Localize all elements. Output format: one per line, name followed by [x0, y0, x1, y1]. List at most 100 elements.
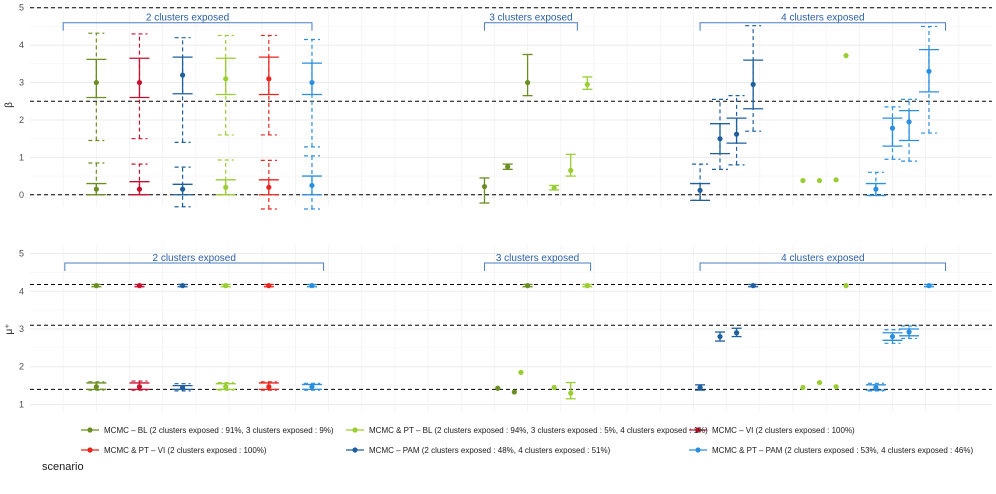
data-point	[717, 136, 723, 142]
y-tick-label: 0	[19, 190, 24, 200]
data-point	[833, 177, 839, 183]
legend-item-label: MCMC & PT – PAM (2 clusters exposed : 53…	[712, 446, 973, 455]
data-point	[266, 76, 272, 82]
legend-item-label: MCMC – BL (2 clusters exposed : 91%, 3 c…	[104, 426, 334, 435]
data-point	[733, 330, 740, 336]
legend-item-label: MCMC & PT – BL (2 clusters exposed : 94%…	[369, 426, 708, 435]
cluster-bracket	[699, 22, 947, 31]
legend-item-label: MCMC & PT – VI (2 clusters exposed : 100…	[104, 446, 267, 455]
data-point	[136, 79, 143, 86]
y-tick-label: 2	[19, 115, 24, 125]
data-point	[873, 186, 879, 192]
data-point	[518, 369, 524, 375]
data-point	[505, 164, 511, 170]
legend-key-point	[87, 427, 93, 433]
cluster-bracket-label: 3 clusters exposed	[489, 13, 572, 24]
data-point	[136, 283, 143, 289]
data-point	[481, 183, 488, 190]
y-tick-label: 4	[19, 286, 24, 296]
legend-title: scenario	[42, 461, 84, 473]
cluster-bracket-label: 2 clusters exposed	[146, 13, 229, 24]
data-point	[584, 283, 590, 289]
data-point	[511, 389, 517, 395]
data-point	[889, 125, 896, 131]
legend: scenario MCMC – BL (2 clusters exposed :…	[42, 426, 973, 473]
data-point	[906, 119, 912, 125]
y-tick-label: 3	[19, 324, 24, 334]
data-point	[717, 333, 723, 340]
data-point	[93, 283, 99, 289]
mu-panel: 1 2 3 4 5 μ⁺ 2 clusters exposed 3 clusters expo…	[4, 246, 992, 412]
legend-key-point	[695, 447, 701, 453]
data-point	[843, 53, 849, 59]
cluster-bracket-label: 3 clusters exposed	[496, 253, 579, 264]
data-point	[309, 283, 315, 289]
data-point	[266, 283, 272, 289]
data-point	[873, 384, 879, 391]
cluster-bracket	[483, 22, 578, 31]
data-point	[800, 177, 806, 184]
legend-key-point	[352, 447, 358, 453]
data-point	[843, 283, 849, 289]
data-point	[551, 185, 557, 191]
data-point	[93, 79, 99, 86]
data-point	[524, 283, 531, 289]
data-point	[568, 167, 574, 174]
data-point	[223, 184, 229, 190]
y-axis-label: μ⁺	[4, 323, 15, 334]
cluster-bracket-label: 4 clusters exposed	[781, 13, 864, 24]
beta-panel: 0 1 2 3 4 5 β 2 clusters exposed 3 clusters expo…	[4, 3, 992, 210]
y-tick-label: 1	[19, 152, 24, 162]
data-point	[136, 186, 143, 192]
y-tick-label: 5	[19, 3, 24, 13]
data-point	[309, 384, 315, 390]
data-point	[584, 81, 590, 88]
data-point	[750, 283, 756, 289]
data-point	[266, 384, 272, 390]
data-point	[223, 384, 229, 390]
cluster-bracket	[483, 262, 592, 271]
data-point	[179, 72, 186, 78]
data-point	[93, 186, 99, 192]
data-point	[816, 177, 823, 184]
data-point	[906, 329, 912, 335]
y-tick-label: 3	[19, 78, 24, 88]
cluster-bracket-label: 2 clusters exposed	[153, 253, 236, 264]
data-point	[495, 385, 501, 391]
data-point	[926, 68, 932, 74]
data-point	[309, 79, 315, 86]
data-point	[266, 184, 272, 190]
y-tick-label: 5	[19, 249, 24, 259]
data-point	[800, 384, 806, 391]
y-tick-label: 2	[19, 362, 24, 372]
data-point	[223, 76, 229, 82]
legend-key-point	[695, 427, 701, 433]
y-tick-label: 4	[19, 40, 24, 50]
data-point	[309, 182, 315, 189]
cluster-bracket-label: 4 clusters exposed	[781, 253, 864, 264]
data-point	[223, 283, 229, 289]
data-point	[524, 79, 531, 86]
legend-key-point	[87, 447, 93, 453]
data-point	[697, 384, 703, 391]
cluster-bracket	[62, 22, 313, 31]
data-point	[93, 384, 99, 390]
data-point	[179, 283, 186, 289]
legend-item-label: MCMC – VI (2 clusters exposed : 100%)	[712, 426, 855, 435]
data-point	[179, 384, 186, 391]
legend-item-label: MCMC – PAM (2 clusters exposed : 48%, 4 …	[369, 446, 611, 455]
data-point	[697, 187, 703, 193]
y-tick-label: 1	[19, 399, 24, 409]
data-point	[750, 81, 756, 88]
data-point	[889, 333, 896, 340]
data-point	[551, 384, 557, 391]
cluster-bracket	[699, 262, 947, 271]
legend-key-point	[352, 427, 358, 433]
data-point	[136, 384, 143, 390]
data-point	[568, 390, 574, 396]
data-point	[733, 131, 740, 137]
data-point	[816, 379, 823, 386]
y-axis-label: β	[4, 102, 15, 108]
data-point	[179, 186, 186, 192]
